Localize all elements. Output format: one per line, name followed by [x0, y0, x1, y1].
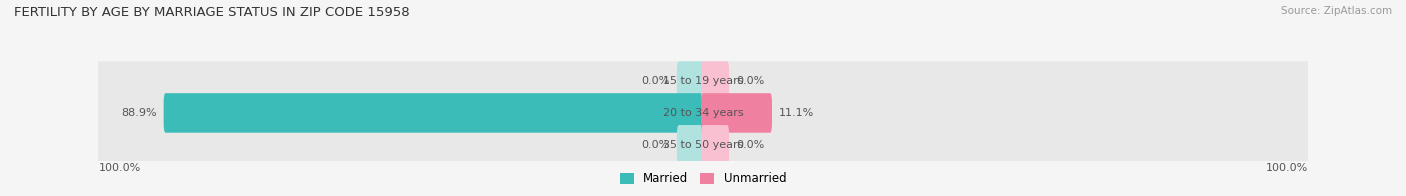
Text: 0.0%: 0.0%: [737, 140, 765, 150]
FancyBboxPatch shape: [676, 125, 704, 165]
Text: FERTILITY BY AGE BY MARRIAGE STATUS IN ZIP CODE 15958: FERTILITY BY AGE BY MARRIAGE STATUS IN Z…: [14, 6, 409, 19]
FancyBboxPatch shape: [702, 61, 730, 101]
Text: 100.0%: 100.0%: [1265, 163, 1308, 173]
Text: 20 to 34 years: 20 to 34 years: [662, 108, 744, 118]
Text: 35 to 50 years: 35 to 50 years: [662, 140, 744, 150]
Text: 15 to 19 years: 15 to 19 years: [662, 76, 744, 86]
Text: 100.0%: 100.0%: [98, 163, 141, 173]
FancyBboxPatch shape: [702, 125, 730, 165]
Text: 88.9%: 88.9%: [121, 108, 156, 118]
FancyBboxPatch shape: [702, 93, 772, 133]
FancyBboxPatch shape: [97, 61, 1309, 101]
FancyBboxPatch shape: [97, 93, 1309, 133]
Text: 11.1%: 11.1%: [779, 108, 814, 118]
FancyBboxPatch shape: [163, 93, 704, 133]
Text: 0.0%: 0.0%: [737, 76, 765, 86]
FancyBboxPatch shape: [676, 61, 704, 101]
Text: 0.0%: 0.0%: [641, 76, 669, 86]
Legend: Married, Unmarried: Married, Unmarried: [614, 168, 792, 190]
FancyBboxPatch shape: [97, 125, 1309, 165]
Text: 0.0%: 0.0%: [641, 140, 669, 150]
Text: Source: ZipAtlas.com: Source: ZipAtlas.com: [1281, 6, 1392, 16]
